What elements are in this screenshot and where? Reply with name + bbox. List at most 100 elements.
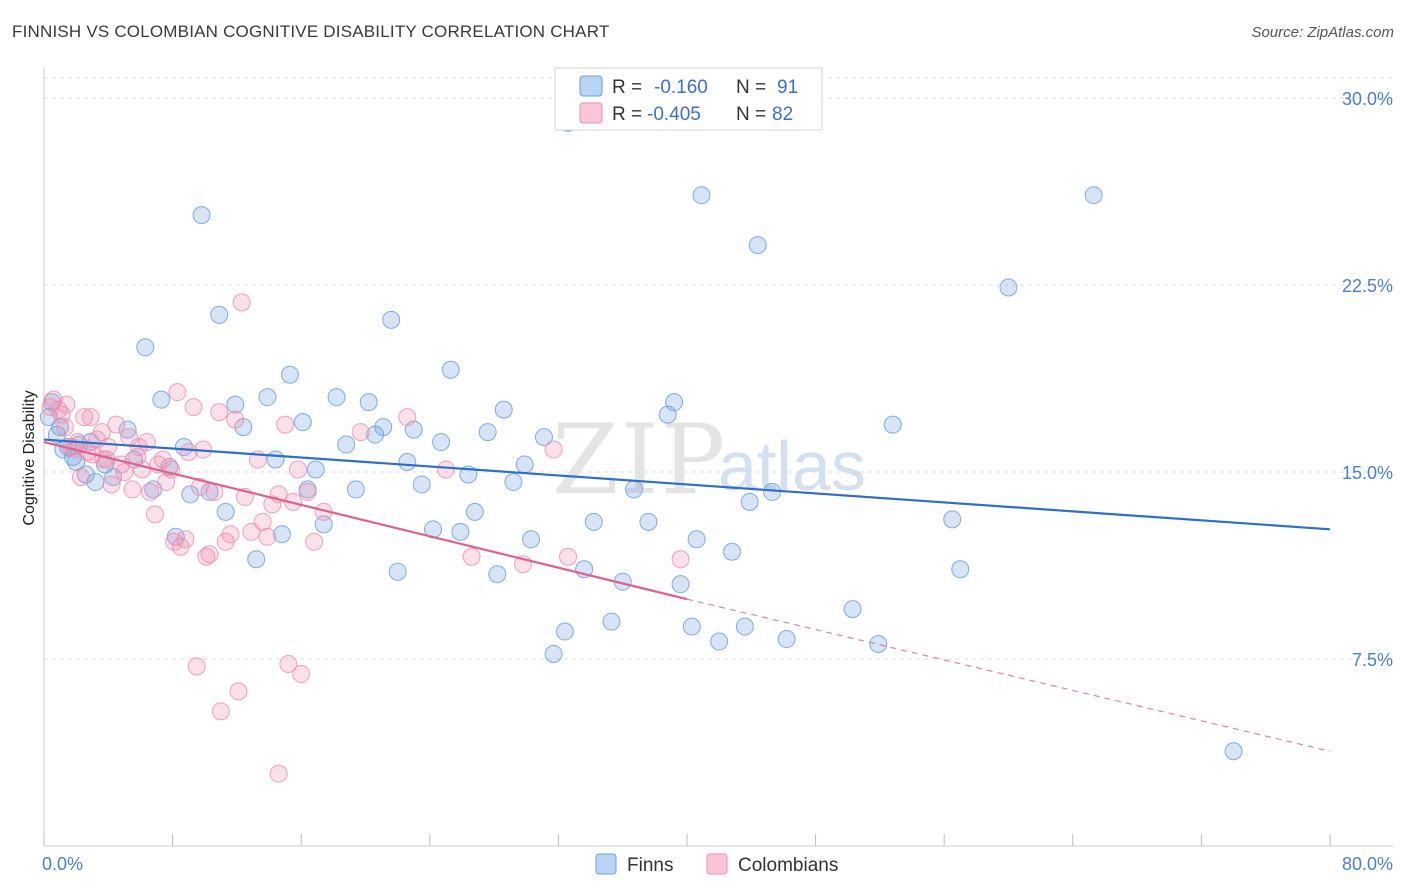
finns-n-value: 91 [777, 77, 798, 98]
colombians-point [398, 408, 417, 427]
finns-trend-line [43, 438, 1331, 531]
finns-point [555, 622, 574, 641]
chart-title: FINNISH VS COLOMBIAN COGNITIVE DISABILIT… [12, 22, 610, 41]
colombians-point [258, 527, 277, 546]
watermark-zip: ZIP [552, 404, 727, 516]
finns-r-value: -0.160 [654, 77, 708, 98]
y-tick-label: 7.5% [1352, 650, 1393, 670]
y-tick-label: 22.5% [1342, 276, 1393, 296]
finns-point [432, 433, 451, 452]
finns-point [258, 388, 277, 407]
finns-point [465, 502, 484, 521]
finns-point [210, 305, 229, 324]
finns-point [639, 512, 658, 531]
finns-point [247, 550, 266, 569]
finns-point [359, 393, 378, 412]
finns-point [522, 530, 541, 549]
finns-point [451, 522, 470, 541]
finns-point [280, 365, 299, 384]
finns-point [665, 393, 684, 412]
data-points [39, 113, 1243, 783]
colombians-point [292, 664, 311, 683]
finns-point [266, 450, 285, 469]
finns-point [306, 460, 325, 479]
finns-point [869, 635, 888, 654]
finns-point [671, 575, 690, 594]
finns-point [515, 455, 534, 474]
finns-point [843, 600, 862, 619]
finns-point [692, 186, 711, 205]
legend-colombians-label: Colombians [738, 855, 838, 876]
colombians-swatch [579, 102, 603, 124]
colombians-point [263, 495, 282, 514]
colombians-r-value: -0.405 [647, 104, 701, 125]
colombians-trend-extension [686, 598, 1331, 752]
grid-lines [44, 77, 1393, 660]
finns-point [86, 472, 105, 491]
series-colombians [41, 293, 690, 783]
colombians-point [190, 477, 209, 496]
colombians-point [107, 415, 126, 434]
finns-point [534, 428, 553, 447]
finns-point [943, 510, 962, 529]
colombians-point [544, 440, 563, 459]
finns-point [494, 400, 513, 419]
colombians-point [179, 443, 198, 462]
axes [43, 68, 1393, 847]
colombians-point [210, 403, 229, 422]
colombians-trend-line [43, 440, 688, 601]
colombians-point [123, 480, 142, 499]
watermark-atlas: atlas [718, 427, 866, 505]
colombians-n-value: 82 [772, 104, 793, 125]
finns-point [951, 560, 970, 579]
colombians-point [253, 512, 272, 531]
finns-point [216, 502, 235, 521]
x-tick-label-min: 0.0% [42, 854, 83, 874]
colombians-point [436, 460, 455, 479]
legend-colombians-swatch [706, 853, 728, 875]
series-finns [39, 113, 1243, 761]
colombians-point [187, 657, 206, 676]
y-tick-label: 15.0% [1342, 463, 1393, 483]
colombians-point [462, 547, 481, 566]
finns-point [1224, 742, 1243, 761]
colombians-point [351, 423, 370, 442]
finns-point [584, 512, 603, 531]
colombians-point [92, 423, 111, 442]
stats-legend: R = -0.160 N = 91 R = -0.405 N = 82 [554, 67, 823, 131]
finns-swatch [579, 75, 603, 97]
finns-point [152, 390, 171, 409]
finns-point [272, 525, 291, 544]
finns-point [748, 236, 767, 255]
finns-point [327, 388, 346, 407]
finns-point [602, 612, 621, 631]
colombians-point [242, 522, 261, 541]
colombians-point [115, 462, 134, 481]
colombians-point [168, 383, 187, 402]
finns-point [710, 632, 729, 651]
finns-point [544, 645, 563, 663]
colombians-point [75, 408, 94, 427]
finns-point [763, 482, 782, 501]
finns-point [76, 465, 95, 484]
colombians-point [184, 398, 203, 417]
colombians-point [671, 550, 690, 569]
finns-point [374, 418, 393, 437]
colombians-point [81, 408, 100, 427]
finns-point [412, 475, 431, 494]
finns-point [777, 630, 796, 649]
colombians-point [298, 482, 317, 501]
finns-point [740, 492, 759, 511]
finns-point [192, 206, 211, 225]
colombians-point [55, 418, 74, 437]
finns-point [293, 413, 312, 432]
finns-point [1084, 186, 1103, 205]
colombians-point [176, 530, 195, 549]
colombians-point [141, 482, 160, 501]
finns-point [478, 423, 497, 442]
y-axis-label: Cognitive Disability [21, 390, 38, 525]
finns-n-label: N = [736, 77, 766, 98]
finns-point [174, 438, 193, 457]
colombians-point [559, 547, 578, 566]
